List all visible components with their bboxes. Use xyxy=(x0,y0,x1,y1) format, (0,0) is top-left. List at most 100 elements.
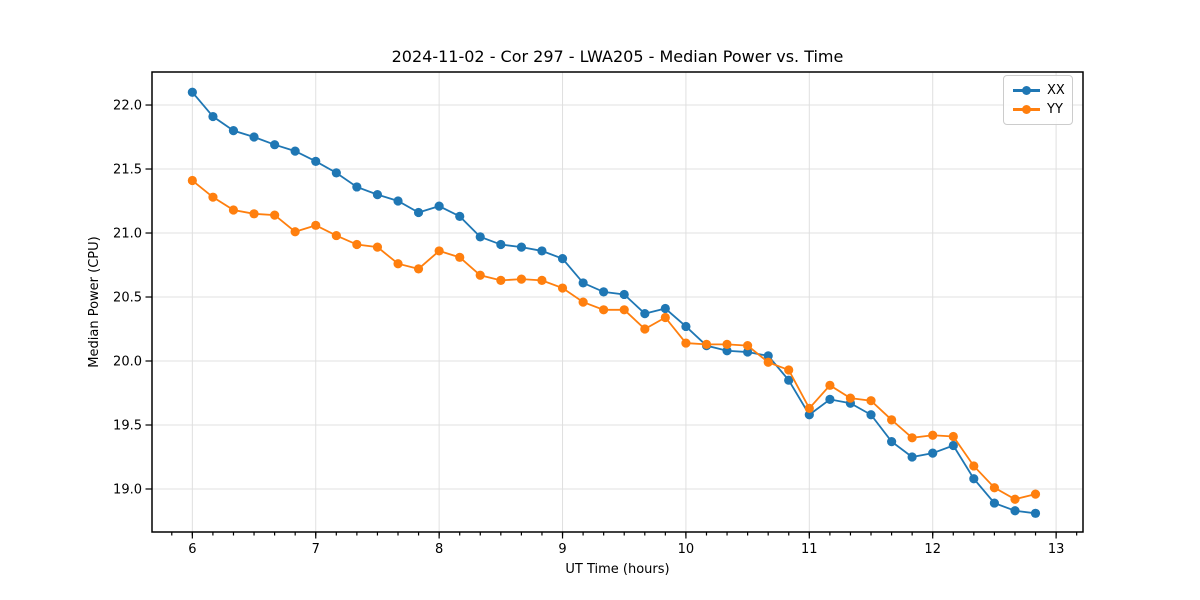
series-XX-marker xyxy=(887,437,897,447)
series-YY-marker xyxy=(270,210,280,220)
series-YY-marker xyxy=(887,415,897,425)
series-YY xyxy=(187,175,1041,504)
series-XX-marker xyxy=(722,346,732,356)
chart-title: 2024-11-02 - Cor 297 - LWA205 - Median P… xyxy=(391,47,844,66)
series-YY-marker xyxy=(578,297,588,307)
series-XX-marker xyxy=(1010,506,1020,516)
series-YY-marker xyxy=(907,433,917,443)
series-XX-marker xyxy=(619,289,629,300)
x-tick-label: 11 xyxy=(801,542,818,557)
series-XX-marker xyxy=(393,196,403,206)
series-XX-marker xyxy=(331,168,341,178)
series-YY-marker xyxy=(496,275,506,285)
series-YY-marker xyxy=(701,339,712,349)
xx-series-marker-icon xyxy=(1013,86,1040,96)
series-YY-marker xyxy=(1030,489,1041,499)
yy-series-marker-icon xyxy=(1013,105,1040,115)
series-YY-marker xyxy=(948,431,958,442)
series-YY-marker xyxy=(660,312,670,323)
series-XX-marker xyxy=(270,140,280,150)
series-YY-marker xyxy=(845,393,856,403)
series-YY-marker xyxy=(722,339,732,349)
series-XX-marker xyxy=(557,254,568,264)
series-YY-marker xyxy=(743,341,753,351)
series-YY-marker xyxy=(413,264,424,274)
y-tick-label: 21.0 xyxy=(113,227,142,242)
series-XX-marker xyxy=(804,410,814,420)
y-tick-label: 20.0 xyxy=(113,355,142,370)
x-tick-label: 9 xyxy=(558,542,566,557)
series-XX-marker xyxy=(969,474,979,484)
series-XX-marker xyxy=(681,321,691,332)
series-YY-marker xyxy=(372,242,383,252)
series-YY-marker xyxy=(928,430,938,440)
series-YY-marker xyxy=(640,324,650,334)
series-XX-marker xyxy=(290,146,300,156)
series-YY-marker xyxy=(825,380,835,390)
y-tick-label: 19.0 xyxy=(113,482,142,497)
series-XX-marker xyxy=(948,440,958,451)
series-YY-marker xyxy=(969,461,979,471)
y-tick-label: 20.5 xyxy=(113,291,142,306)
x-axis-label: UT Time (hours) xyxy=(565,562,670,577)
series-XX-marker xyxy=(866,410,876,420)
series-XX-marker xyxy=(928,448,938,458)
series-XX-marker xyxy=(496,239,506,250)
x-tick-label: 6 xyxy=(188,542,196,557)
series-XX-marker xyxy=(455,211,465,221)
x-tick-label: 12 xyxy=(924,542,941,557)
series-YY-marker xyxy=(331,230,341,241)
x-tick-label: 7 xyxy=(312,542,320,557)
series-XX-marker xyxy=(599,287,609,297)
series-XX-marker xyxy=(578,278,588,288)
series-YY-marker xyxy=(249,209,259,219)
y-tick-label: 19.5 xyxy=(113,418,142,433)
series-XX-marker xyxy=(228,126,239,136)
series-XX-marker xyxy=(743,347,753,357)
series-XX-marker xyxy=(660,303,670,314)
series-YY-marker xyxy=(681,338,691,348)
tick-labels: 6 7 8 9 10 11 12 13 19.0 19.5 20.0 20.5 21.0 21.5 22.0 xyxy=(113,99,1064,557)
series-YY-marker xyxy=(619,305,629,315)
plot-border xyxy=(151,71,1084,533)
series-XX-marker xyxy=(907,452,917,462)
series-XX-marker xyxy=(1030,508,1041,518)
series-XX-marker xyxy=(311,156,321,166)
series-YY-marker xyxy=(784,365,794,375)
series-YY-marker xyxy=(516,274,527,284)
series-YY-marker xyxy=(804,403,814,413)
series-YY-marker xyxy=(393,259,403,269)
series-YY-marker xyxy=(187,175,197,186)
series-YY-marker xyxy=(455,252,465,262)
series-YY-marker xyxy=(290,227,300,237)
series-XX-marker xyxy=(989,498,1000,508)
series-XX-marker xyxy=(208,111,218,122)
x-tick-label: 13 xyxy=(1048,542,1065,557)
legend-label-xx: XX xyxy=(1047,83,1065,98)
series-XX-marker xyxy=(475,232,485,242)
series-YY-marker xyxy=(537,275,547,285)
yy-series-dot-icon xyxy=(1022,105,1031,115)
series-YY-marker xyxy=(311,220,321,230)
series-YY-marker xyxy=(1010,494,1020,504)
series-YY-marker xyxy=(352,239,362,250)
series-YY-marker xyxy=(208,192,218,202)
series-YY-marker xyxy=(866,396,876,406)
series-XX-marker xyxy=(434,201,444,211)
series-XX-marker xyxy=(516,242,527,252)
series-YY-marker xyxy=(599,305,609,315)
series-XX-marker xyxy=(413,207,424,218)
series-XX-marker xyxy=(784,375,794,385)
series-XX-marker xyxy=(763,351,773,361)
series-XX-marker xyxy=(187,87,197,97)
series-YY-marker xyxy=(763,357,773,367)
y-tick-label: 22.0 xyxy=(113,99,142,114)
legend: XX YY xyxy=(1003,75,1073,125)
ticks xyxy=(145,104,1078,539)
series-XX-marker xyxy=(825,394,835,405)
legend-item-xx: XX xyxy=(1013,81,1065,100)
series-YY-marker xyxy=(989,483,1000,493)
series-XX-marker xyxy=(640,309,650,319)
